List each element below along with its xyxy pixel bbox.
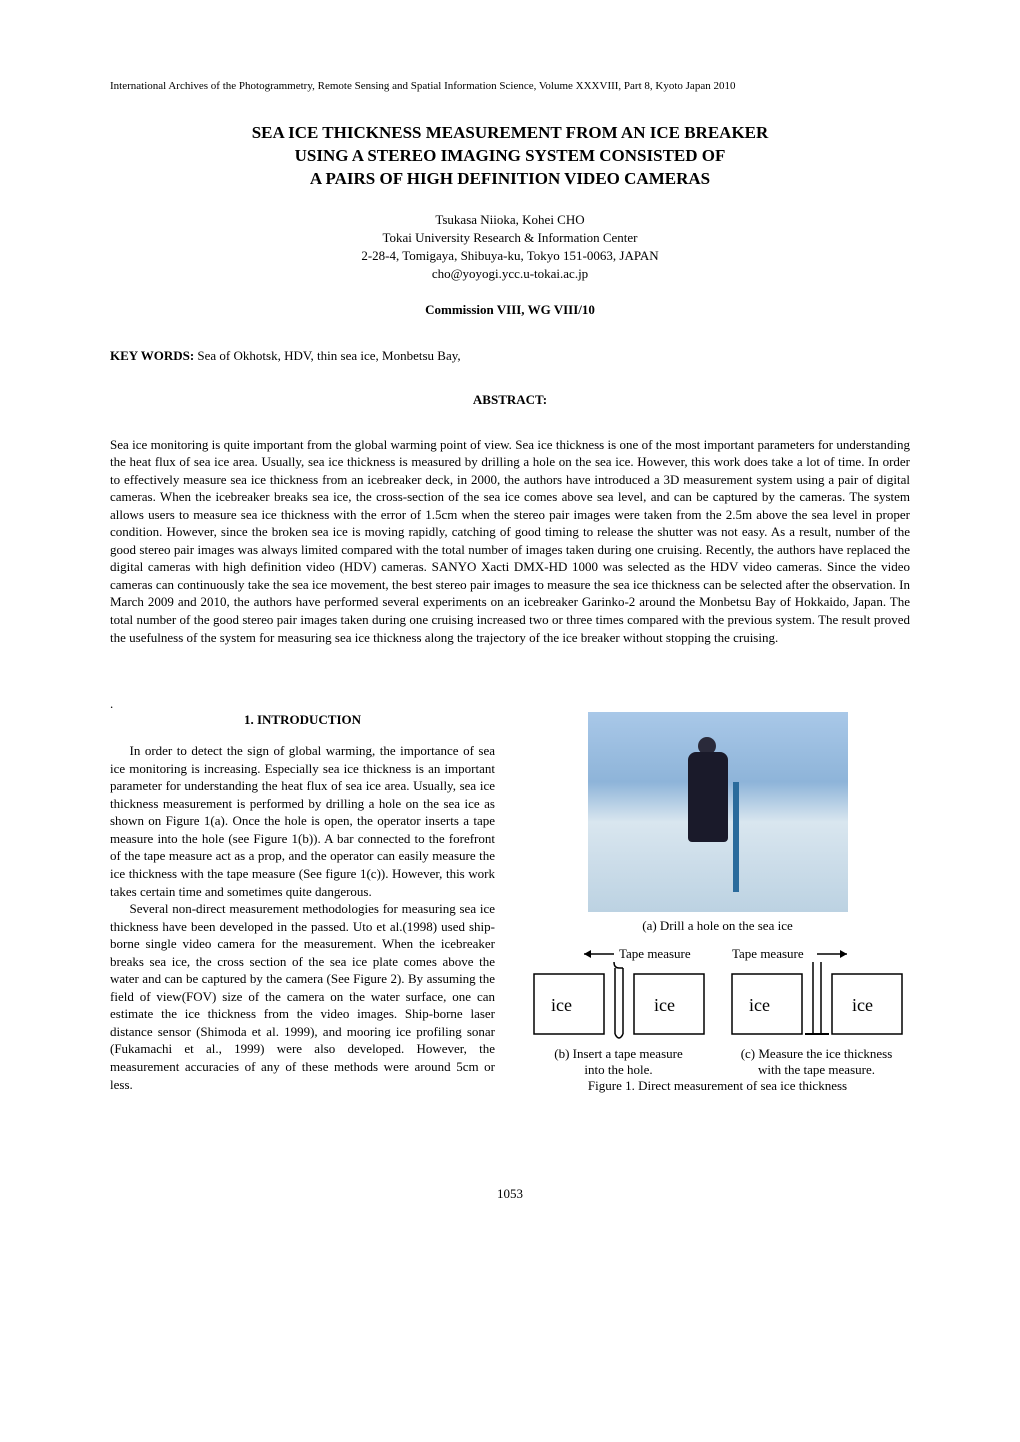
figure-1b-caption: (b) Insert a tape measure into the hole. — [529, 1046, 709, 1078]
author-address: 2-28-4, Tomigaya, Shibuya-ku, Tokyo 151-… — [361, 248, 658, 263]
abstract-heading: ABSTRACT: — [110, 392, 910, 408]
keywords-text: Sea of Okhotsk, HDV, thin sea ice, Monbe… — [194, 348, 460, 363]
figure-1c-svg: Tape measure ice ice — [727, 946, 907, 1046]
ice-label: ice — [654, 995, 675, 1015]
tape-measure-label-c: Tape measure — [732, 946, 804, 961]
abstract-body: Sea ice monitoring is quite important fr… — [110, 436, 910, 647]
right-column: (a) Drill a hole on the sea ice Tape mea… — [525, 712, 910, 1106]
paper-title: SEA ICE THICKNESS MEASUREMENT FROM AN IC… — [110, 122, 910, 191]
author-email: cho@yoyogi.ycc.u-tokai.ac.jp — [432, 266, 588, 281]
page-number: 1053 — [110, 1186, 910, 1202]
section-1-heading: 1. INTRODUCTION — [110, 712, 495, 728]
ice-label: ice — [551, 995, 572, 1015]
arrow-head-icon — [840, 950, 847, 958]
keywords-label: KEY WORDS: — [110, 348, 194, 363]
title-line-1: SEA ICE THICKNESS MEASUREMENT FROM AN IC… — [252, 123, 769, 142]
figure-1b-svg: Tape measure ice ice — [529, 946, 709, 1046]
commission-line: Commission VIII, WG VIII/10 — [110, 302, 910, 318]
intro-paragraph-2: Several non-direct measurement methodolo… — [110, 900, 495, 1093]
drill-shape — [733, 782, 739, 892]
tape-hook — [614, 962, 623, 968]
caption-b-line2: into the hole. — [584, 1062, 652, 1077]
author-names: Tsukasa Niioka, Kohei CHO — [435, 212, 584, 227]
figure-1a-caption: (a) Drill a hole on the sea ice — [525, 918, 910, 934]
left-column: 1. INTRODUCTION In order to detect the s… — [110, 712, 495, 1106]
ice-label: ice — [749, 995, 770, 1015]
figure-1c-caption: (c) Measure the ice thickness with the t… — [727, 1046, 907, 1078]
running-header: International Archives of the Photogramm… — [110, 80, 910, 92]
title-line-2: USING A STEREO IMAGING SYSTEM CONSISTED … — [295, 146, 726, 165]
arrow-head-icon — [584, 950, 591, 958]
figure-1bc-diagrams: Tape measure ice ice Tape measure — [525, 946, 910, 1046]
caption-c-line1: (c) Measure the ice thickness — [741, 1046, 893, 1061]
figure-1-main-caption: Figure 1. Direct measurement of sea ice … — [525, 1078, 910, 1094]
caption-c-line2: with the tape measure. — [758, 1062, 875, 1077]
dot: . — [110, 696, 910, 712]
title-line-3: A PAIRS OF HIGH DEFINITION VIDEO CAMERAS — [310, 169, 710, 188]
keywords-line: KEY WORDS: Sea of Okhotsk, HDV, thin sea… — [110, 348, 910, 364]
ice-label: ice — [852, 995, 873, 1015]
author-affiliation: Tokai University Research & Information … — [382, 230, 637, 245]
tape-measure-label-b: Tape measure — [619, 946, 691, 961]
intro-paragraph-1: In order to detect the sign of global wa… — [110, 742, 495, 900]
author-block: Tsukasa Niioka, Kohei CHO Tokai Universi… — [110, 211, 910, 284]
person-body-shape — [688, 752, 728, 842]
figure-1a-photo — [588, 712, 848, 912]
caption-b-line1: (b) Insert a tape measure — [554, 1046, 683, 1061]
tape-tip — [615, 1034, 623, 1038]
